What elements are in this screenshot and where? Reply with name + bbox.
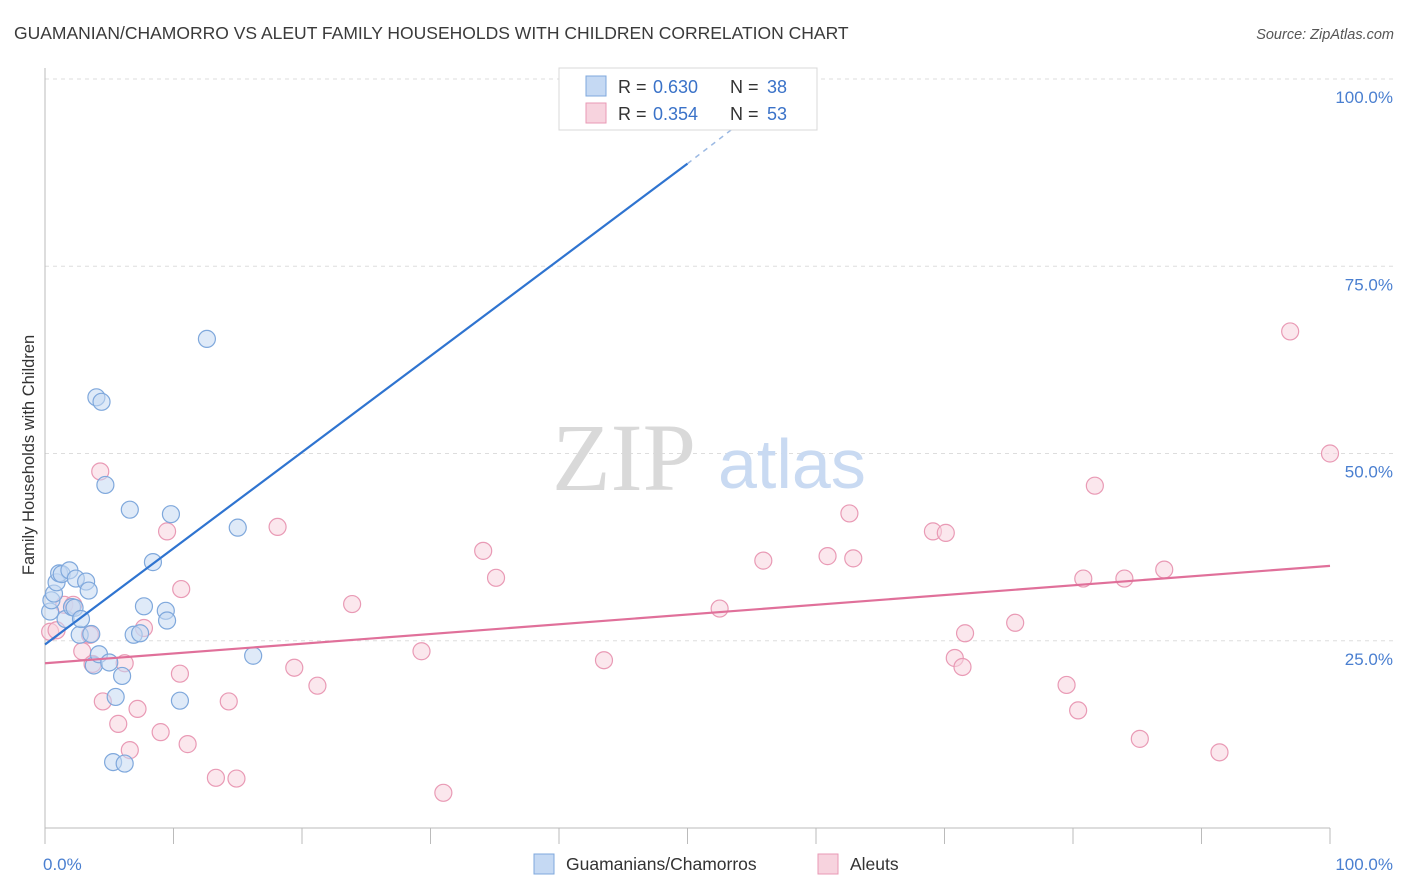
trend-line-guamanians-extension — [687, 123, 740, 165]
trend-lines — [44, 123, 1331, 665]
point-guamanian — [82, 624, 101, 644]
point-guamanian — [197, 329, 217, 349]
legend-r-value-2: 0.354 — [653, 104, 698, 124]
legend-r-value-1: 0.630 — [653, 77, 698, 97]
point-aleut — [1210, 743, 1229, 762]
point-aleut — [268, 517, 287, 537]
point-aleut — [1115, 569, 1134, 588]
point-aleut — [1155, 560, 1174, 579]
point-aleut — [343, 594, 362, 614]
point-aleut — [157, 522, 177, 541]
point-guamanian — [112, 666, 132, 686]
y-tick-label-100: 100.0% — [1335, 88, 1393, 107]
legend-swatch-blue — [585, 75, 607, 97]
point-guamanian — [115, 754, 134, 773]
point-aleut — [840, 504, 859, 523]
point-aleut — [818, 547, 837, 566]
x-tick-labels: 0.0% 100.0% — [43, 855, 1393, 874]
point-aleut — [170, 664, 190, 683]
point-guamanian — [120, 500, 139, 519]
series-legend: Guamanians/Chamorros Aleuts — [533, 853, 899, 875]
watermark: ZIP atlas — [552, 404, 866, 511]
point-aleut — [151, 723, 170, 742]
point-aleut — [1320, 444, 1340, 463]
grid-lines — [45, 78, 1393, 642]
chart-title: GUAMANIAN/CHAMORRO VS ALEUT FAMILY HOUSE… — [14, 23, 849, 43]
point-aleut — [285, 658, 304, 677]
x-tick-label-0: 0.0% — [43, 855, 82, 874]
point-aleut — [172, 579, 191, 599]
point-aleut — [474, 541, 493, 560]
trend-line-aleuts — [44, 564, 1331, 665]
series-label-aleuts: Aleuts — [850, 854, 899, 874]
legend-n-value-2: 53 — [767, 104, 787, 124]
point-aleut — [1069, 701, 1088, 720]
point-aleut — [434, 783, 453, 802]
point-aleut — [412, 642, 431, 661]
y-tick-label-50: 50.0% — [1345, 463, 1393, 482]
point-aleut — [109, 714, 128, 733]
point-aleut — [594, 651, 614, 670]
stats-legend: R = 0.630 N = 38 R = 0.354 N = 53 — [558, 67, 818, 131]
point-guamanian — [106, 687, 125, 707]
y-tick-label-25: 25.0% — [1345, 650, 1393, 669]
point-aleut — [486, 568, 506, 587]
point-aleut — [754, 551, 773, 570]
y-tick-labels: 25.0% 50.0% 75.0% 100.0% — [1335, 88, 1393, 669]
legend-swatch-pink — [585, 102, 607, 124]
chart-source: Source: ZipAtlas.com — [1256, 27, 1394, 43]
point-aleut — [936, 523, 955, 542]
point-guamanian — [157, 611, 177, 630]
point-aleut — [178, 735, 197, 754]
point-guamanian — [100, 653, 119, 672]
point-aleut — [227, 769, 246, 788]
legend-n-label-2: N = — [730, 104, 759, 124]
point-aleut — [1130, 729, 1149, 748]
y-tick-label-75: 75.0% — [1345, 275, 1393, 294]
point-aleut — [1074, 569, 1093, 588]
legend-n-label-1: N = — [730, 77, 759, 97]
legend-r-label-2: R = — [618, 104, 647, 124]
legend-r-label-1: R = — [618, 77, 647, 97]
trend-line-guamanians — [44, 162, 689, 646]
watermark-zip: ZIP — [552, 404, 696, 511]
point-guamanian — [134, 597, 154, 616]
point-guamanian — [228, 518, 247, 537]
series-swatch-aleuts — [817, 853, 839, 875]
point-aleut — [1281, 322, 1300, 341]
point-aleut — [128, 699, 147, 719]
point-aleut — [953, 657, 972, 677]
point-aleut — [955, 624, 975, 643]
point-guamanian — [92, 392, 111, 411]
point-aleut — [1006, 613, 1025, 632]
y-axis-label: Family Households with Children — [20, 335, 38, 575]
point-guamanian — [96, 475, 115, 495]
point-aleut — [710, 599, 729, 618]
data-points — [41, 69, 1340, 802]
point-aleut — [206, 768, 226, 787]
x-tick-label-100: 100.0% — [1335, 855, 1393, 874]
point-guamanian — [244, 646, 263, 665]
point-aleut — [1085, 476, 1104, 495]
point-aleut — [1057, 675, 1076, 695]
point-guamanian — [79, 581, 98, 600]
point-guamanian — [130, 624, 150, 643]
point-guamanian — [170, 691, 190, 710]
point-aleut — [308, 676, 327, 695]
x-axis-minor-ticks — [44, 828, 1331, 844]
watermark-atlas: atlas — [718, 425, 866, 503]
legend-n-value-1: 38 — [767, 77, 787, 97]
point-aleut — [844, 549, 863, 568]
series-swatch-guamanians — [533, 853, 555, 875]
series-label-guamanians: Guamanians/Chamorros — [566, 854, 757, 874]
point-guamanian — [161, 505, 181, 524]
point-aleut — [219, 692, 238, 711]
